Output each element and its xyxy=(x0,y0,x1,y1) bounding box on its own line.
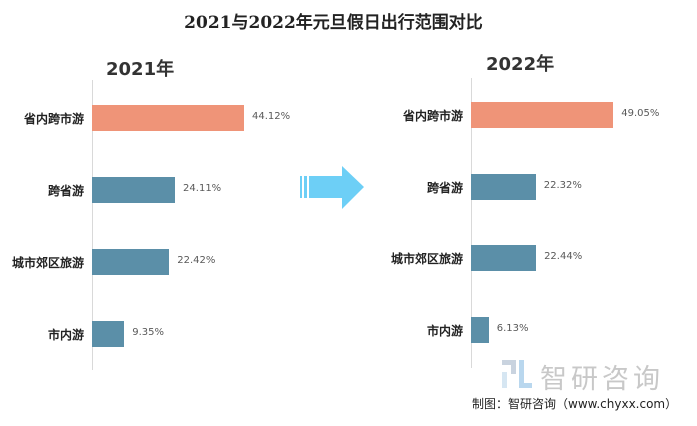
category-label: 跨省游 xyxy=(47,184,84,198)
axis-2021 xyxy=(92,80,93,370)
bar xyxy=(92,105,244,131)
category-label: 城市郊区旅游 xyxy=(390,252,463,266)
data-label: 22.32% xyxy=(543,179,582,191)
bar xyxy=(92,177,176,203)
category-label: 省内跨市游 xyxy=(23,112,84,126)
data-label: 22.44% xyxy=(544,251,583,262)
data-label: 49.05% xyxy=(621,108,660,119)
watermark-logo: 智研咨询 xyxy=(540,364,664,395)
data-label: 6.13% xyxy=(496,322,529,334)
bar xyxy=(92,249,170,275)
logo-icon xyxy=(502,360,532,388)
subtitle-2022: 2022年 xyxy=(486,54,555,75)
arrow-right-icon xyxy=(300,166,364,209)
subtitle-2021: 2021年 xyxy=(106,59,175,80)
bar xyxy=(471,245,537,271)
data-label: 24.11% xyxy=(183,183,222,194)
source-credit: 制图：智研咨询（www.chyxx.com） xyxy=(472,397,678,411)
bar xyxy=(471,173,536,200)
data-label: 9.35% xyxy=(132,327,164,338)
bar xyxy=(471,102,614,128)
bar xyxy=(471,316,489,343)
category-label: 省内跨市游 xyxy=(402,109,463,123)
category-label: 市内游 xyxy=(426,323,463,338)
category-label: 市内游 xyxy=(47,328,84,342)
category-label: 城市郊区旅游 xyxy=(11,256,84,270)
category-label: 跨省游 xyxy=(426,180,463,195)
data-label: 44.12% xyxy=(251,111,291,122)
chart-title: 2021与2022年元旦假日出行范围对比 xyxy=(184,13,483,33)
data-label: 22.42% xyxy=(177,255,216,266)
bar xyxy=(92,321,125,347)
axis-2022 xyxy=(471,78,472,368)
